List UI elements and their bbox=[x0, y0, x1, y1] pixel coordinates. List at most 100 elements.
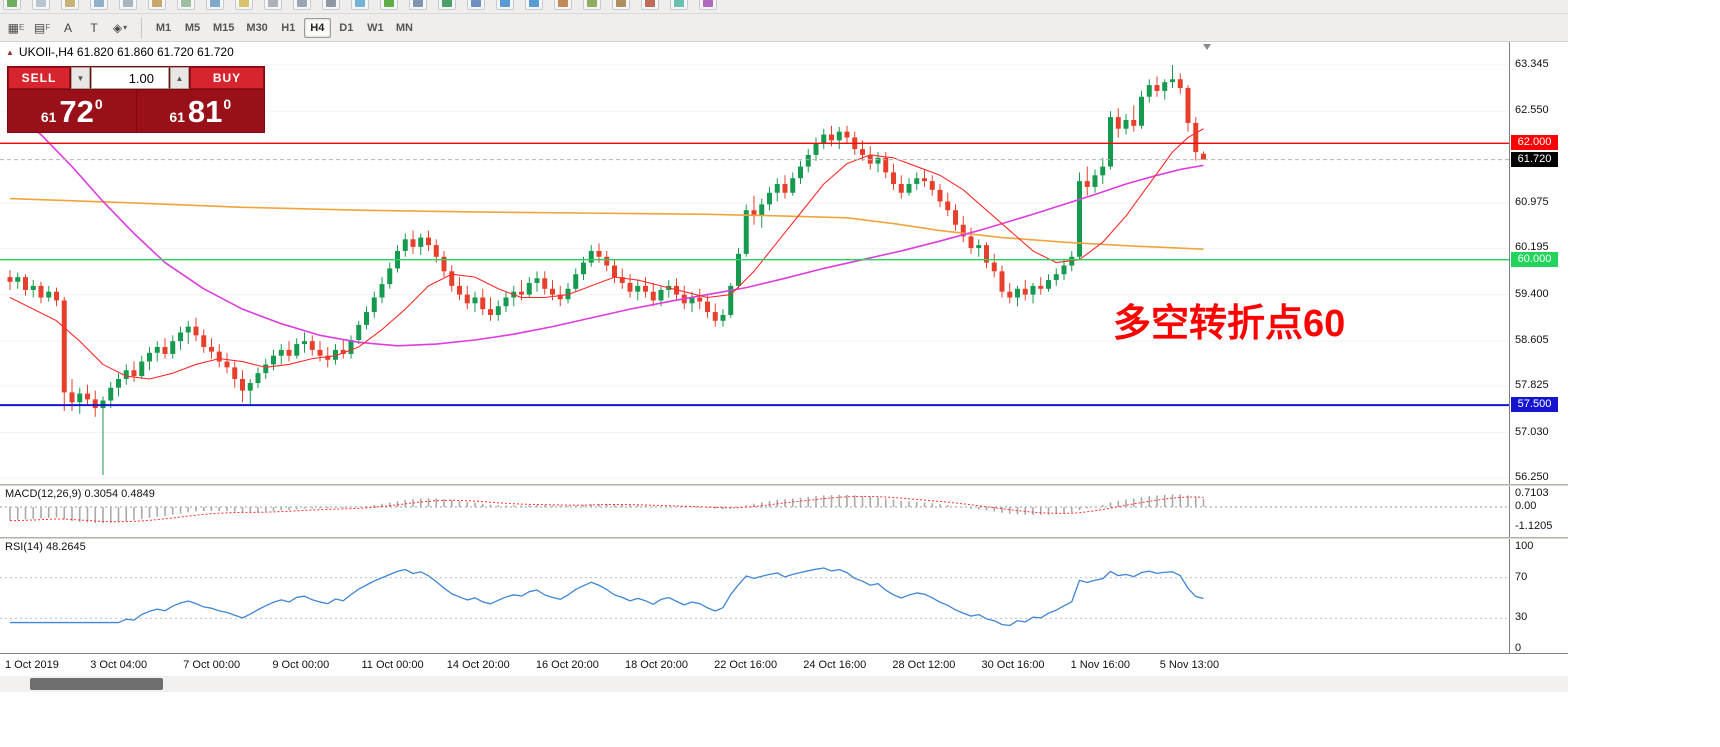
tile-windows-glyph bbox=[558, 0, 568, 7]
auto-scroll-icon[interactable] bbox=[583, 0, 601, 10]
strategy-tester-icon[interactable] bbox=[206, 0, 224, 10]
sell-price-prefix: 61 bbox=[40, 109, 57, 125]
periods-list-icon[interactable] bbox=[670, 0, 688, 10]
macd-scale-label: 0.00 bbox=[1515, 500, 1537, 512]
one-click-trading-panel: SELL ▼ ▲ BUY 61 72 0 61 81 0 bbox=[7, 66, 265, 133]
indicators-icon[interactable] bbox=[641, 0, 659, 10]
zoom-out-icon[interactable] bbox=[525, 0, 543, 10]
candlestick-chart-glyph bbox=[442, 0, 452, 7]
text-label-tool-icon[interactable]: A bbox=[63, 20, 72, 35]
find-symbols-icon[interactable] bbox=[351, 0, 369, 10]
options-icon[interactable] bbox=[264, 0, 282, 10]
candlestick-chart-icon[interactable] bbox=[438, 0, 456, 10]
price-tick-label: 57.825 bbox=[1515, 379, 1549, 392]
tile-windows-icon[interactable] bbox=[554, 0, 572, 10]
new-order-icon[interactable] bbox=[3, 0, 21, 10]
new-chart-glyph bbox=[36, 0, 46, 7]
sell-price-main: 72 bbox=[59, 93, 94, 129]
chart-shift-marker-icon[interactable] bbox=[1203, 44, 1211, 50]
data-window-icon[interactable] bbox=[119, 0, 137, 10]
templates-icon[interactable] bbox=[699, 0, 717, 10]
collapse-trade-panel-icon[interactable]: ▲ bbox=[6, 47, 14, 57]
buy-button[interactable]: BUY bbox=[190, 67, 264, 89]
buy-price-main: 81 bbox=[187, 93, 223, 129]
strategy-tester-glyph bbox=[210, 0, 220, 7]
line-chart-icon[interactable] bbox=[467, 0, 485, 10]
data-window-glyph bbox=[123, 0, 133, 7]
bar-chart-icon[interactable] bbox=[409, 0, 427, 10]
profiles-icon[interactable] bbox=[61, 0, 79, 10]
price-level-label: 62.000 bbox=[1511, 135, 1558, 151]
period-button-m1[interactable]: M1 bbox=[155, 21, 172, 34]
zoom-in-icon[interactable] bbox=[496, 0, 514, 10]
period-button-w1[interactable]: W1 bbox=[367, 21, 384, 34]
stamp-tool-icon[interactable]: ◈ ▾ bbox=[112, 20, 128, 35]
toolbar-separator bbox=[141, 17, 142, 38]
rsi-canvas[interactable] bbox=[0, 539, 1509, 653]
symbol-ohlc-text: UKOIl-,H4 61.820 61.860 61.720 61.720 bbox=[18, 45, 234, 59]
volume-input[interactable] bbox=[91, 67, 169, 89]
auto-scroll-glyph bbox=[587, 0, 597, 7]
chart-ohlc-header: ▲ UKOIl-,H4 61.820 61.860 61.720 61.720 bbox=[6, 45, 234, 59]
volume-down-button[interactable]: ▼ bbox=[71, 67, 90, 89]
line-chart-glyph bbox=[471, 0, 481, 7]
time-axis[interactable]: 1 Oct 2019 3 Oct 04:00 7 Oct 00:00 9 Oct 00… bbox=[0, 653, 1568, 676]
panel-splitter[interactable] bbox=[0, 484, 1568, 486]
autotrading-icon[interactable] bbox=[380, 0, 398, 10]
navigator-icon[interactable] bbox=[148, 0, 166, 10]
macd-label: MACD(12,26,9) 0.3054 0.4849 bbox=[5, 488, 155, 500]
print-icon[interactable] bbox=[322, 0, 340, 10]
period-button-m15[interactable]: M15 bbox=[213, 21, 235, 34]
time-axis-label: 14 Oct 20:00 bbox=[446, 659, 510, 671]
grid-template-icon[interactable]: ▤ F bbox=[33, 20, 51, 35]
macd-panel[interactable]: MACD(12,26,9) 0.3054 0.4849 bbox=[0, 486, 1509, 537]
macd-scale-label: 0.7103 bbox=[1515, 487, 1549, 500]
time-axis-label: 9 Oct 00:00 bbox=[272, 659, 330, 671]
drawing-tools-group: ▦ E ▤ F A T ◈ ▾ bbox=[3, 17, 133, 39]
period-button-h1[interactable]: H1 bbox=[281, 21, 296, 34]
price-chart-panel[interactable]: ▲ UKOIl-,H4 61.820 61.860 61.720 61.720 … bbox=[0, 42, 1509, 484]
chart-shift-icon[interactable] bbox=[612, 0, 630, 10]
metaeditor-glyph bbox=[239, 0, 249, 7]
autotrading-glyph bbox=[384, 0, 394, 7]
period-button-d1[interactable]: D1 bbox=[339, 21, 354, 34]
text-tool-icon[interactable]: T bbox=[90, 20, 98, 35]
price-axis[interactable]: 63.345 62.550 60.975 60.195 59.400 58.605 57.8… bbox=[1509, 42, 1568, 654]
chart-window-icon[interactable]: ▦ E bbox=[7, 20, 25, 35]
price-tick-label: 58.605 bbox=[1515, 333, 1549, 346]
sell-button[interactable]: SELL bbox=[8, 67, 70, 89]
time-axis-label: 30 Oct 16:00 bbox=[981, 659, 1045, 671]
price-tick-label: 57.030 bbox=[1515, 425, 1549, 438]
sell-price-display[interactable]: 61 72 0 bbox=[8, 90, 136, 132]
time-axis-label: 28 Oct 12:00 bbox=[892, 659, 956, 671]
terminal-icon[interactable] bbox=[177, 0, 195, 10]
new-chart-icon[interactable] bbox=[32, 0, 50, 10]
panel-splitter[interactable] bbox=[0, 537, 1568, 539]
macd-canvas[interactable] bbox=[0, 486, 1509, 537]
rsi-panel[interactable]: RSI(14) 48.2645 bbox=[0, 539, 1509, 653]
profiles-glyph bbox=[65, 0, 75, 7]
scrollbar-thumb[interactable] bbox=[30, 678, 163, 690]
period-button-mn[interactable]: MN bbox=[395, 21, 413, 34]
period-button-m30[interactable]: M30 bbox=[246, 21, 268, 34]
time-axis-label: 16 Oct 20:00 bbox=[535, 659, 599, 671]
time-axis-label: 11 Oct 00:00 bbox=[361, 659, 424, 671]
price-tick-label: 56.250 bbox=[1515, 470, 1549, 483]
zoom-in-glyph bbox=[500, 0, 510, 7]
price-chart-canvas[interactable] bbox=[0, 42, 1509, 484]
market-watch-icon[interactable] bbox=[90, 0, 108, 10]
zoom-out-glyph bbox=[529, 0, 539, 7]
buy-price-display[interactable]: 61 81 0 bbox=[136, 90, 264, 132]
navigator-glyph bbox=[152, 0, 162, 7]
metaeditor-icon[interactable] bbox=[235, 0, 253, 10]
full-screen-icon[interactable] bbox=[293, 0, 311, 10]
horizontal-scrollbar[interactable] bbox=[0, 676, 1568, 692]
indicators-glyph bbox=[645, 0, 655, 7]
period-button-h4[interactable]: H4 bbox=[303, 17, 331, 38]
rsi-scale-label: 70 bbox=[1515, 570, 1528, 583]
volume-up-button[interactable]: ▲ bbox=[170, 67, 189, 89]
buy-price-sup: 0 bbox=[223, 96, 232, 112]
period-button-m5[interactable]: M5 bbox=[184, 21, 201, 34]
time-axis-label: 24 Oct 16:00 bbox=[803, 659, 867, 671]
rsi-scale-label: 0 bbox=[1515, 642, 1522, 654]
